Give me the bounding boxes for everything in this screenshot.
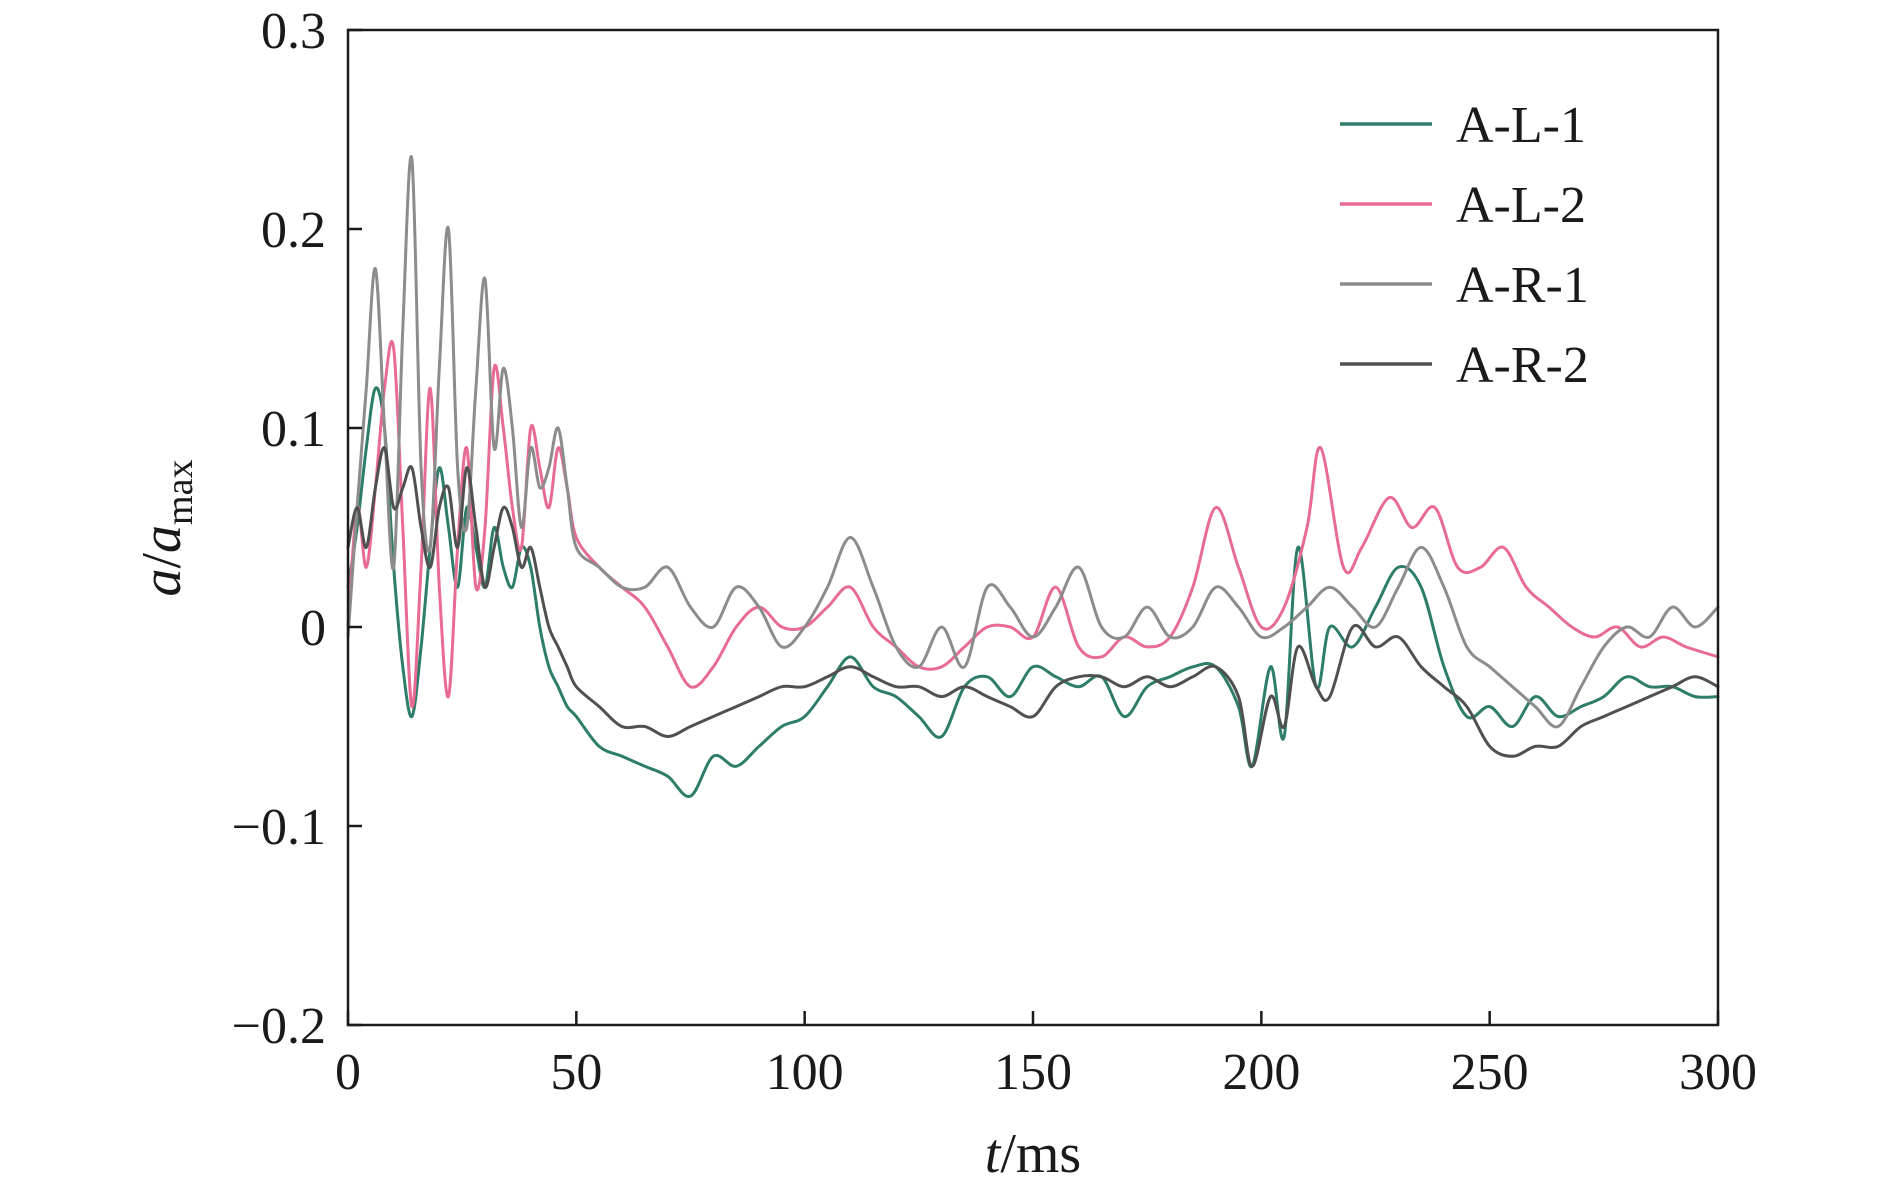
y-axis-label-var: a xyxy=(131,569,193,597)
x-axis-label: t/ms xyxy=(985,1123,1081,1185)
x-tick-label: 100 xyxy=(766,1044,844,1101)
y-tick-label: −0.1 xyxy=(232,799,326,856)
x-tick-label: 200 xyxy=(1222,1044,1300,1101)
legend-label: A-R-2 xyxy=(1456,337,1589,394)
y-axis-label-sep: / xyxy=(131,553,193,569)
legend-item: A-L-2 xyxy=(1340,177,1586,234)
series-line-a-l-1 xyxy=(346,386,1720,798)
legend-label: A-L-2 xyxy=(1456,177,1586,234)
legend-label: A-R-1 xyxy=(1456,257,1589,314)
y-axis-label-var2: a xyxy=(131,525,193,553)
x-tick-label: 150 xyxy=(994,1044,1072,1101)
x-tick-label: 300 xyxy=(1679,1044,1757,1101)
legend: A-L-1 A-L-2 A-R-1 A-R-2 xyxy=(1340,97,1589,394)
y-axis-label-sub: max xyxy=(159,460,201,525)
legend-item: A-R-2 xyxy=(1340,337,1589,394)
y-tick-label: 0 xyxy=(300,600,326,657)
x-tick-label: 0 xyxy=(335,1044,361,1101)
y-tick-label: −0.2 xyxy=(232,998,326,1055)
x-axis-label-var: t xyxy=(985,1123,1002,1185)
series-lines xyxy=(346,155,1720,798)
x-tick-label: 50 xyxy=(550,1044,602,1101)
legend-label: A-L-1 xyxy=(1456,97,1586,154)
x-axis: 0 50 100 150 200 250 300 xyxy=(335,1011,1757,1101)
y-axis: −0.2 −0.1 0 0.1 0.2 0.3 xyxy=(232,3,362,1055)
series-line-a-r-2 xyxy=(346,446,1720,768)
y-tick-label: 0.3 xyxy=(261,3,326,60)
x-axis-label-unit: /ms xyxy=(1000,1123,1081,1185)
x-tick-label: 250 xyxy=(1451,1044,1529,1101)
series-line-a-r-1 xyxy=(346,155,1720,729)
y-tick-label: 0.1 xyxy=(261,401,326,458)
legend-item: A-R-1 xyxy=(1340,257,1589,314)
legend-item: A-L-1 xyxy=(1340,97,1586,154)
y-axis-label: a/amax xyxy=(131,460,201,597)
y-tick-label: 0.2 xyxy=(261,202,326,259)
series-line-a-l-2 xyxy=(346,339,1720,709)
